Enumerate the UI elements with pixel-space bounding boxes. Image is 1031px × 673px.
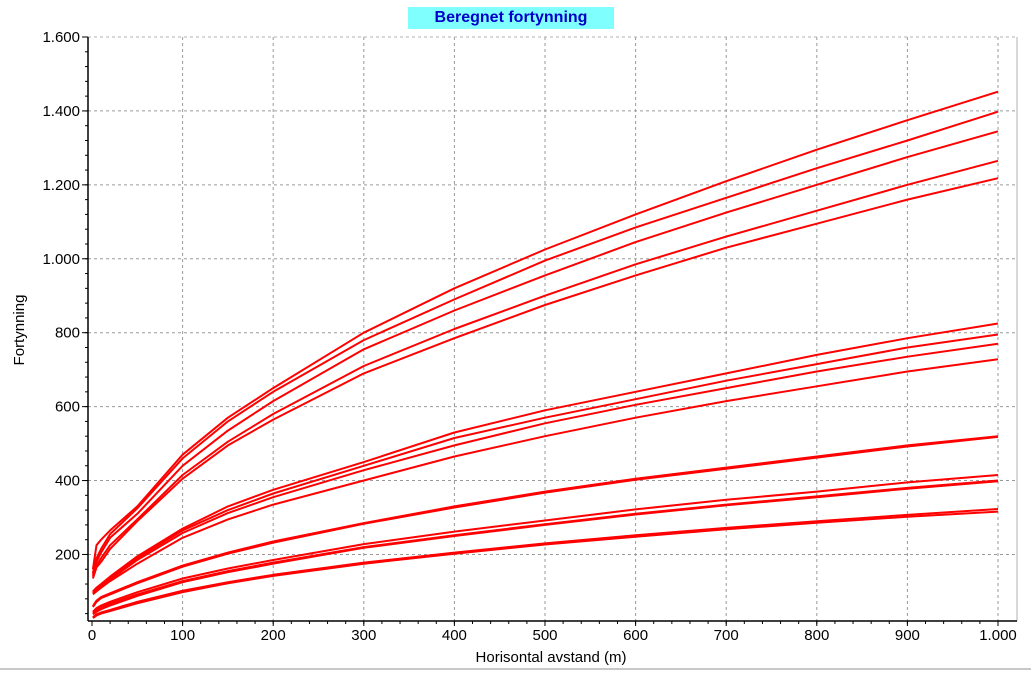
bottom-divider (0, 668, 1031, 670)
series-line-6 (92, 322, 999, 593)
x-tick-label: 800 (804, 627, 829, 644)
label-layer: Horisontal avstand (m) Fortynning (11, 295, 626, 666)
y-axis-label: Fortynning (11, 295, 28, 366)
grid-layer (88, 36, 1017, 621)
x-tick-label: 200 (261, 627, 286, 644)
series-line-1 (91, 90, 999, 570)
x-tick-label: 500 (532, 627, 557, 644)
y-tick-label: 1.000 (42, 251, 80, 268)
series-line-4 (91, 159, 999, 577)
series-line-8 (92, 342, 999, 594)
y-tick-label: 1.600 (42, 29, 80, 46)
series-line-16 (92, 510, 999, 619)
y-tick-label: 1.400 (42, 103, 80, 120)
series-line-9 (92, 358, 999, 596)
x-tick-label: 900 (895, 627, 920, 644)
y-tick-label: 200 (55, 546, 80, 563)
y-tick-label: 1.200 (42, 177, 80, 194)
series-line-2 (91, 110, 999, 574)
y-tick-label: 800 (55, 325, 80, 342)
x-tick-label: 100 (170, 627, 195, 644)
series-layer (91, 90, 999, 619)
chart-title: Beregnet fortynning (408, 7, 614, 29)
series-line-12 (92, 474, 999, 613)
x-tick-label: 400 (442, 627, 467, 644)
x-axis-label: Horisontal avstand (m) (476, 649, 627, 666)
x-tick-label: 700 (714, 627, 739, 644)
y-tick-label: 400 (55, 473, 80, 490)
x-tick-label: 0 (88, 627, 96, 644)
series-line-3 (91, 130, 999, 576)
x-tick-label: 300 (351, 627, 376, 644)
series-line-11 (92, 435, 999, 608)
x-tick-label: 1.000 (979, 627, 1017, 644)
x-tick-label: 600 (623, 627, 648, 644)
y-tick-label: 600 (55, 399, 80, 416)
series-line-5 (91, 177, 999, 579)
axis-layer: 0 100 200 300 400 500 600 700 800 900 1.000 200 400 6… (42, 29, 1018, 644)
series-line-14 (92, 480, 999, 616)
series-line-15 (92, 508, 999, 619)
